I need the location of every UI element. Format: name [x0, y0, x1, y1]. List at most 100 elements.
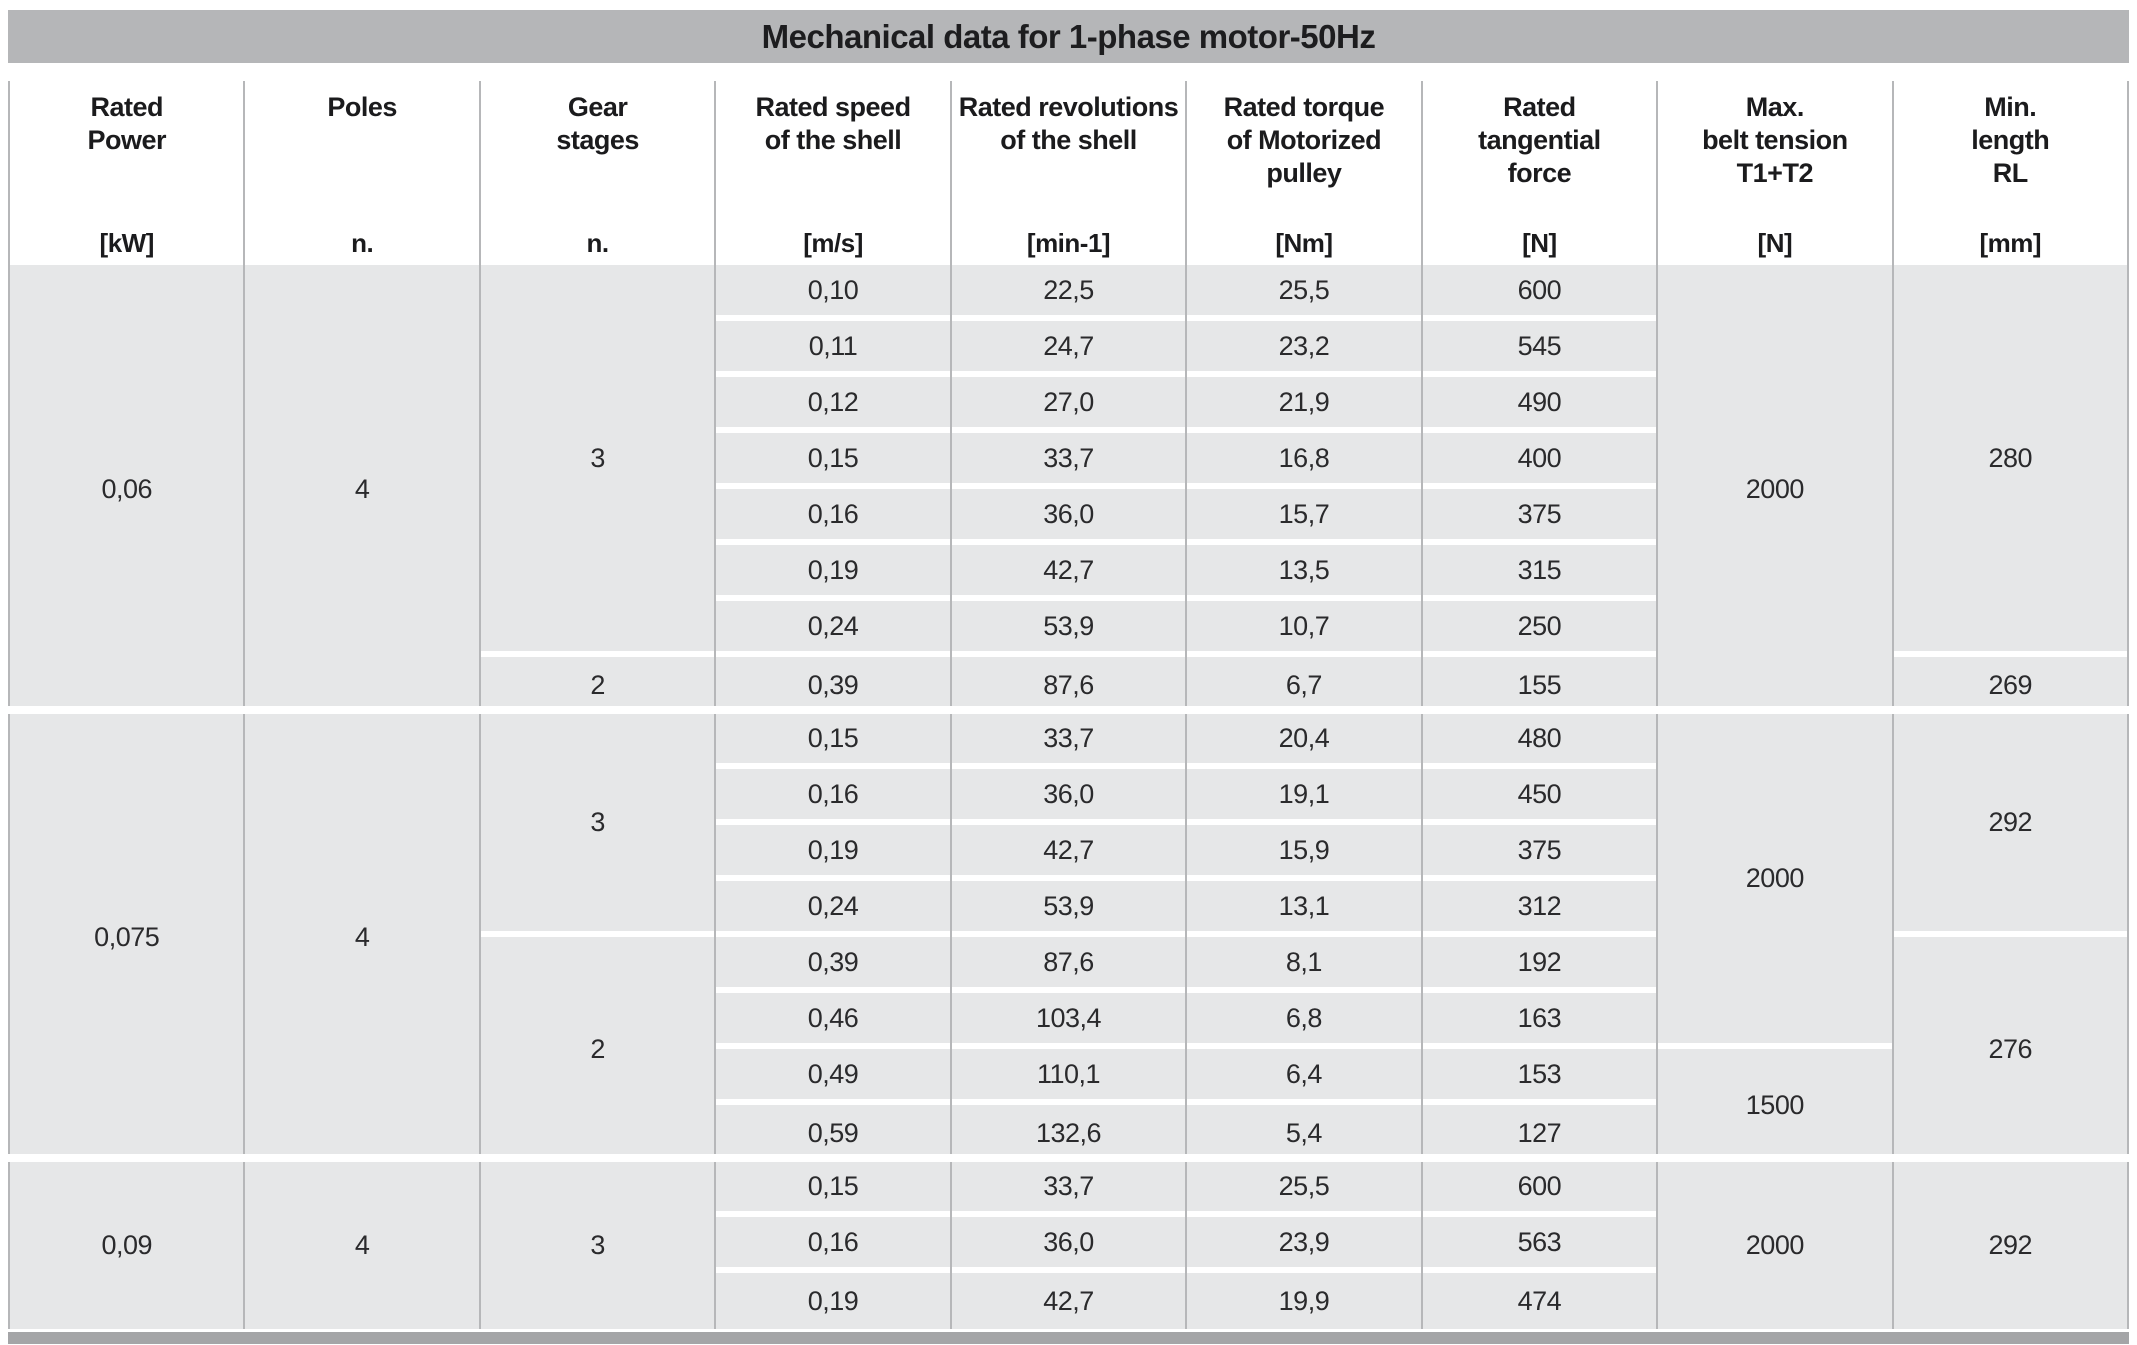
table-cell: 3 [480, 265, 715, 657]
column-header-label: Rated Power [87, 92, 166, 155]
column-header-unit: [m/s] [803, 228, 863, 258]
table-cell: 15,9 [1187, 825, 1421, 881]
table-cell: 16,8 [1187, 433, 1421, 489]
table-cell: 312 [1422, 881, 1657, 937]
table-cell: 276 [1988, 1033, 2033, 1064]
table-cell: 400 [1422, 433, 1657, 489]
column-header-unit: [N] [1757, 228, 1793, 258]
table-cell: 0,15 [716, 1161, 950, 1217]
table-cell: 292 [1893, 713, 2127, 937]
data-column-1: 4 4 4 [245, 265, 479, 1329]
table-cell: 25,5 [1187, 265, 1421, 321]
table-title: Mechanical data for 1-phase motor-50Hz [761, 17, 1376, 55]
table-cell: 269 [1988, 669, 2033, 700]
table-cell: 33,7 [951, 713, 1186, 769]
table-cell: 19,1 [1187, 769, 1421, 825]
block-separator [8, 1154, 2129, 1162]
table-cell: 4 [354, 473, 370, 504]
table-cell: 600 [1422, 265, 1657, 321]
table-cell: 2000 [1745, 473, 1805, 504]
table-cell: 15,7 [1187, 489, 1421, 545]
table-cell: 0,11 [716, 321, 950, 377]
column-header-2: Gear stages n. [480, 81, 715, 265]
table-cell: 33,7 [951, 1161, 1186, 1217]
table-cell: 22,5 [951, 265, 1186, 321]
table-cell: 0,16 [716, 769, 950, 825]
table-cell: 0,15 [716, 433, 950, 489]
table-cell: 42,7 [951, 825, 1186, 881]
table-cell: 0,10 [716, 265, 950, 321]
table-cell: 36,0 [951, 489, 1186, 545]
column-header-label: Rated tangential force [1478, 92, 1601, 188]
table-cell: 545 [1422, 321, 1657, 377]
table-cell: 474 [1517, 1285, 1562, 1316]
table-cell: 0,09 [101, 1229, 152, 1260]
column-header-1: Poles n. [245, 81, 479, 265]
column-header-8: Min. length RL [mm] [1893, 81, 2127, 265]
table-cell: 23,2 [1187, 321, 1421, 377]
column-header-unit: n. [586, 228, 610, 258]
column-header-label: Min. length RL [1971, 92, 2050, 188]
block-separator [8, 706, 2129, 714]
table-cell: 25,5 [1187, 1161, 1421, 1217]
data-column-2: 3 2 3 2 3 [480, 265, 715, 1329]
table-cell: 2 [590, 669, 605, 700]
table-cell: 0,19 [807, 1285, 859, 1316]
table-cell: 0,19 [716, 825, 950, 881]
table-cell: 21,9 [1187, 377, 1421, 433]
table-cell: 8,1 [1187, 937, 1421, 993]
table-cell: 4 [354, 1229, 370, 1260]
table-cell: 375 [1422, 489, 1657, 545]
table-cell: 2000 [1745, 1229, 1805, 1260]
table-cell: 42,7 [951, 545, 1186, 601]
table-cell: 24,7 [951, 321, 1186, 377]
column-header-label: Rated revolutions of the shell [958, 92, 1179, 155]
column-header-7: Max. belt tension T1+T2 [N] [1658, 81, 1892, 265]
table-cell: 0,39 [716, 937, 950, 993]
table-bottom-bar [8, 1332, 2129, 1344]
table-cell: 292 [1988, 1229, 2033, 1260]
column-header-unit: n. [351, 228, 374, 258]
column-header-label: Rated torque of Motorized pulley [1223, 92, 1385, 188]
table-cell: 10,7 [1187, 601, 1421, 657]
column-header-6: Rated tangential force [N] [1422, 81, 1657, 265]
table-cell: 53,9 [951, 601, 1186, 657]
table-cell: 1500 [1745, 1089, 1805, 1120]
table-cell: 0,46 [716, 993, 950, 1049]
table-cell: 0,06 [101, 473, 152, 504]
column-header-0: Rated Power [kW] [10, 81, 244, 265]
table-cell: 110,1 [951, 1049, 1186, 1105]
column-header-unit: [kW] [99, 228, 155, 258]
column-header-5: Rated torque of Motorized pulley [Nm] [1187, 81, 1421, 265]
column-header-label: Rated speed of the shell [755, 92, 912, 155]
data-column-3: 0,10 0,11 0,12 0,15 0,16 0,19 0,24 0,39 0,15 0,16… [716, 265, 950, 1329]
table-cell: 0,59 [807, 1117, 859, 1148]
table-cell: 280 [1893, 265, 2127, 657]
table-header-row: Rated Power [kW] Poles n. Gear stages n. Rated… [8, 81, 2129, 265]
table-cell: 0,24 [716, 601, 950, 657]
table-cell: 127 [1517, 1117, 1562, 1148]
table-cell: 36,0 [951, 1217, 1186, 1273]
table-cell: 192 [1422, 937, 1657, 993]
table-cell: 600 [1422, 1161, 1657, 1217]
data-column-6: 600 545 490 400 375 315 250 155 480 450 375 312 192 1… [1422, 265, 1657, 1329]
table-cell: 3 [480, 713, 715, 937]
table-cell: 6,4 [1187, 1049, 1421, 1105]
table-cell: 36,0 [951, 769, 1186, 825]
table-cell: 6,7 [1285, 669, 1323, 700]
column-header-3: Rated speed of the shell [m/s] [716, 81, 950, 265]
column-header-unit: [min-1] [1026, 228, 1111, 258]
column-header-unit: [Nm] [1275, 228, 1333, 258]
data-column-0: 0,06 0,075 0,09 [10, 265, 244, 1329]
table-cell: 3 [590, 1229, 605, 1260]
table-cell: 0,12 [716, 377, 950, 433]
table-cell: 42,7 [1043, 1285, 1094, 1316]
table-title-bar: Mechanical data for 1-phase motor-50Hz [8, 10, 2129, 63]
data-column-7: 2000 2000 1500 2000 [1658, 265, 1892, 1329]
table-cell: 23,9 [1187, 1217, 1421, 1273]
table-cell: 27,0 [951, 377, 1186, 433]
table-cell: 0,15 [716, 713, 950, 769]
table-cell: 19,9 [1278, 1285, 1330, 1316]
column-header-label: Max. belt tension T1+T2 [1702, 92, 1848, 188]
